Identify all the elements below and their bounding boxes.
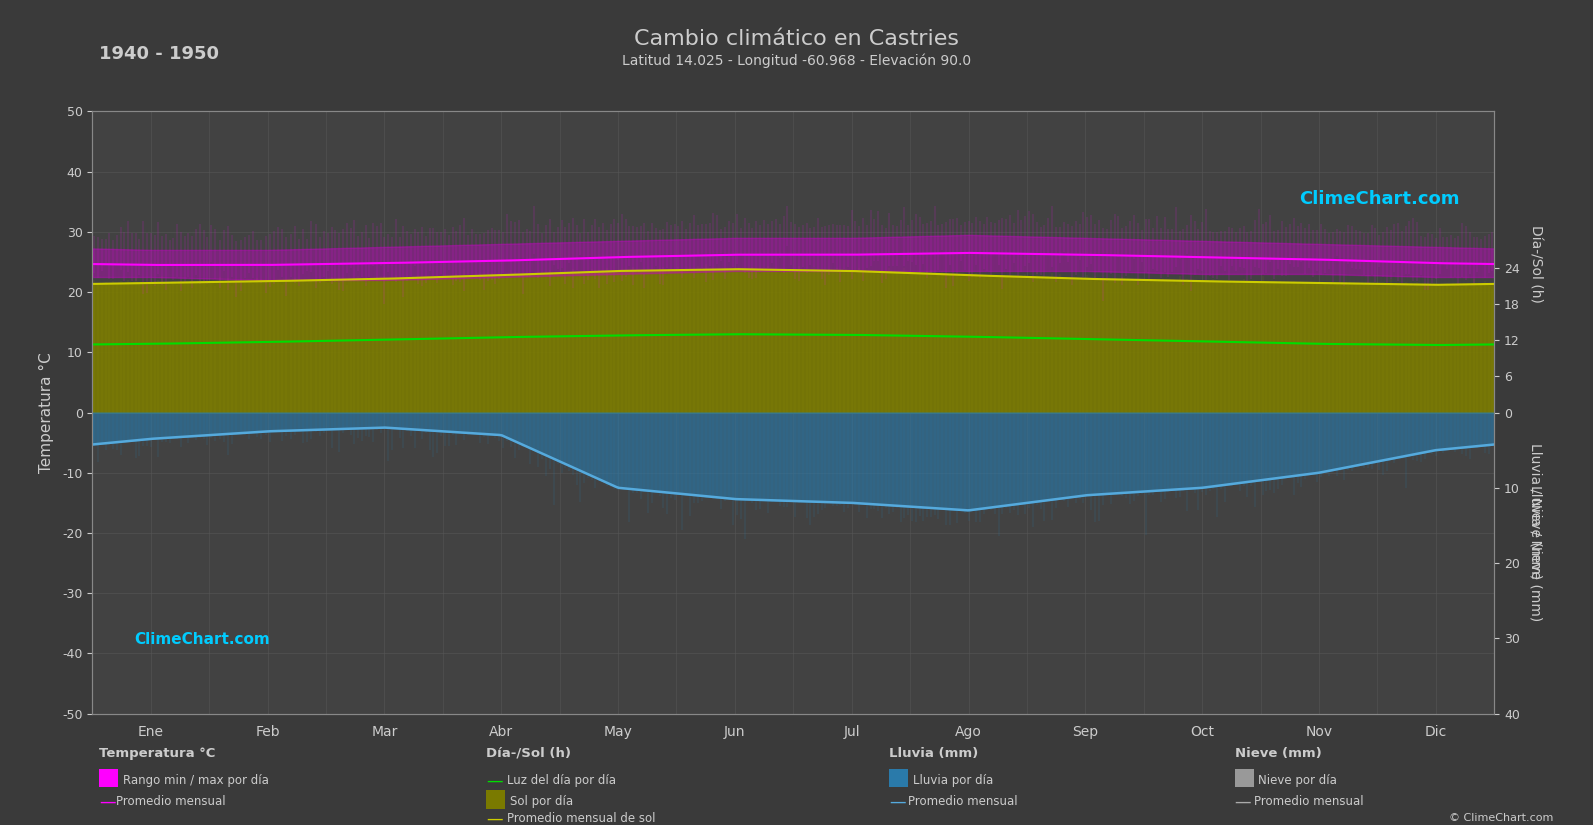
Text: Promedio mensual: Promedio mensual: [1254, 795, 1364, 808]
Text: Latitud 14.025 - Longitud -60.968 - Elevación 90.0: Latitud 14.025 - Longitud -60.968 - Elev…: [621, 54, 972, 68]
Y-axis label: Temperatura °C: Temperatura °C: [38, 352, 54, 473]
Text: Nieve por día: Nieve por día: [1258, 774, 1338, 787]
Text: Día-/Sol (h): Día-/Sol (h): [1529, 225, 1542, 303]
Text: Nieve (mm): Nieve (mm): [1235, 747, 1321, 760]
Text: —: —: [99, 793, 115, 811]
Text: Promedio mensual: Promedio mensual: [116, 795, 226, 808]
Text: Cambio climático en Castries: Cambio climático en Castries: [634, 29, 959, 49]
Text: ClimeChart.com: ClimeChart.com: [134, 633, 271, 648]
Text: ClimeChart.com: ClimeChart.com: [1298, 190, 1459, 208]
Text: Lluvia / Nieve (mm): Lluvia / Nieve (mm): [1529, 443, 1542, 580]
Text: Día-/Sol (h): Día-/Sol (h): [486, 747, 570, 760]
Text: Lluvia / Nieve (mm): Lluvia / Nieve (mm): [1529, 484, 1542, 621]
Text: Temperatura °C: Temperatura °C: [99, 747, 215, 760]
Text: Promedio mensual: Promedio mensual: [908, 795, 1018, 808]
Text: —: —: [486, 809, 502, 825]
Text: Promedio mensual de sol: Promedio mensual de sol: [507, 812, 655, 825]
Text: —: —: [1235, 793, 1251, 811]
Text: Luz del día por día: Luz del día por día: [507, 774, 615, 787]
Text: Lluvia por día: Lluvia por día: [913, 774, 992, 787]
Text: 1940 - 1950: 1940 - 1950: [99, 45, 218, 64]
Text: —: —: [889, 793, 905, 811]
Text: Lluvia (mm): Lluvia (mm): [889, 747, 978, 760]
Text: © ClimeChart.com: © ClimeChart.com: [1448, 813, 1553, 823]
Text: Sol por día: Sol por día: [510, 795, 573, 808]
Text: Rango min / max por día: Rango min / max por día: [123, 774, 269, 787]
Text: —: —: [486, 771, 502, 790]
